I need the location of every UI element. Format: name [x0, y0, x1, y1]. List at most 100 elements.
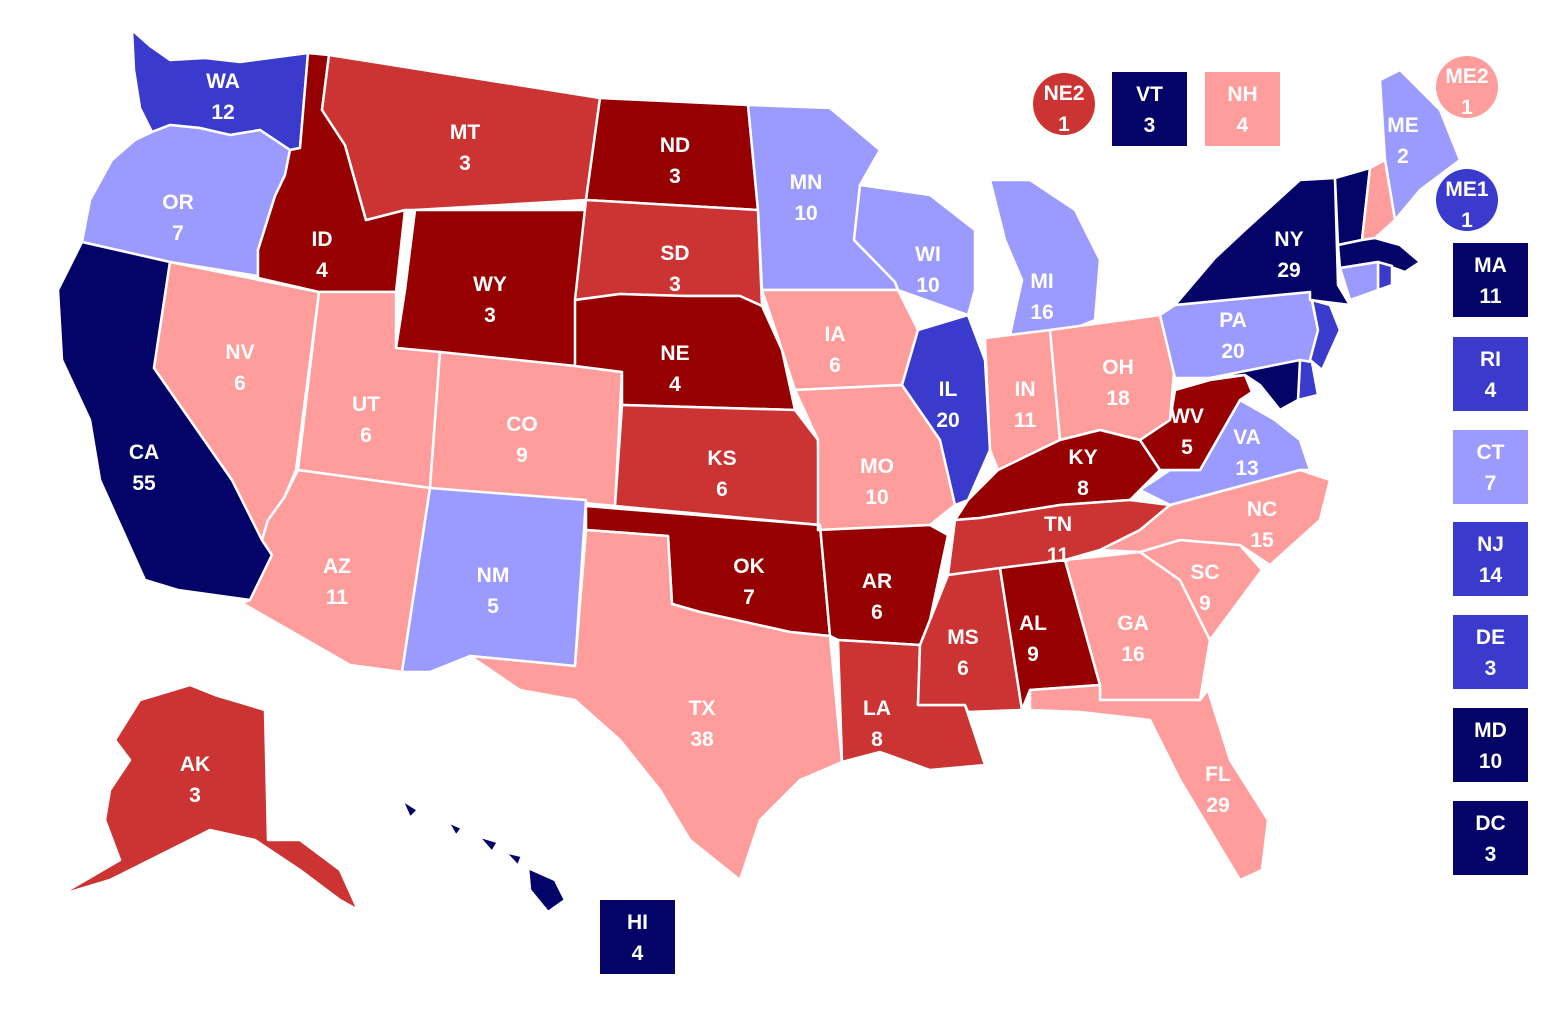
ev-box-label-ma-ev: 11 — [1479, 285, 1502, 308]
state-label-co-ev: 9 — [516, 444, 528, 467]
ev-box-label-nj-abbr: NJ — [1477, 533, 1504, 556]
state-label-ms-abbr: MS — [947, 626, 979, 649]
district-label-ne2-ev: 1 — [1058, 113, 1070, 136]
ev-box-label-de-ev: 3 — [1485, 657, 1497, 680]
district-ne2[interactable] — [1033, 73, 1095, 135]
state-wv[interactable] — [1138, 373, 1254, 472]
state-labels-layer: WA12OR7CA55NV6ID4MT3WY3UT6AZ11CO9NM5ND3S… — [129, 70, 1419, 817]
state-label-az-ev: 11 — [326, 586, 349, 609]
state-label-tn-ev: 11 — [1047, 544, 1070, 567]
ev-box-dc[interactable] — [1453, 801, 1528, 875]
state-label-va-ev: 13 — [1235, 457, 1258, 480]
ev-box-de[interactable] — [1453, 615, 1528, 689]
state-nc[interactable] — [1098, 468, 1332, 567]
state-label-oh-abbr: OH — [1102, 356, 1134, 379]
state-label-ar-ev: 6 — [871, 601, 883, 624]
state-label-nc-ev: 15 — [1250, 529, 1274, 552]
ev-box-nj[interactable] — [1453, 522, 1528, 596]
state-ny[interactable] — [1173, 176, 1352, 307]
state-label-ga-abbr: GA — [1117, 612, 1149, 635]
state-me[interactable] — [1378, 68, 1462, 222]
state-label-ne-abbr: NE — [660, 342, 689, 365]
state-md[interactable] — [1208, 358, 1302, 412]
state-label-sc-ev: 9 — [1199, 592, 1211, 615]
state-label-in-abbr: IN — [1015, 378, 1036, 401]
ev-box-label-vt-ev: 3 — [1144, 114, 1156, 137]
state-label-nd-ev: 3 — [669, 165, 681, 188]
state-label-or-abbr: OR — [162, 191, 194, 214]
state-label-id-abbr: ID — [312, 228, 333, 251]
ev-box-label-hi-abbr: HI — [627, 911, 648, 934]
state-label-nd-abbr: ND — [660, 134, 690, 157]
state-label-ny-ev: 29 — [1277, 259, 1300, 282]
district-me2[interactable] — [1436, 56, 1498, 118]
ev-box-label-hi-ev: 4 — [632, 942, 644, 965]
ev-box-hi[interactable] — [600, 900, 675, 974]
ev-box-label-vt-abbr: VT — [1136, 83, 1163, 106]
state-label-pa-ev: 20 — [1221, 340, 1244, 363]
ev-box-label-ct-abbr: CT — [1477, 441, 1505, 464]
district-me1[interactable] — [1436, 169, 1498, 231]
state-label-ca-abbr: CA — [129, 441, 159, 464]
state-label-wv-abbr: WV — [1170, 405, 1204, 428]
state-label-co-abbr: CO — [506, 413, 538, 436]
state-ct[interactable] — [1338, 260, 1380, 302]
state-label-fl-ev: 29 — [1206, 794, 1229, 817]
state-label-mt-ev: 3 — [459, 152, 471, 175]
state-label-ut-ev: 6 — [360, 424, 372, 447]
state-label-il-ev: 20 — [936, 409, 959, 432]
state-label-ca-ev: 55 — [132, 472, 156, 495]
state-label-ut-abbr: UT — [352, 393, 380, 416]
state-tx[interactable] — [468, 528, 844, 882]
state-ri[interactable] — [1376, 260, 1394, 292]
state-label-ny-abbr: NY — [1274, 228, 1303, 251]
state-label-in-ev: 11 — [1014, 409, 1037, 432]
ev-box-md[interactable] — [1453, 708, 1528, 782]
ev-box-label-ma-abbr: MA — [1474, 254, 1507, 277]
state-de[interactable] — [1296, 358, 1320, 402]
state-label-wy-abbr: WY — [473, 273, 507, 296]
ev-box-label-ct-ev: 7 — [1485, 472, 1497, 495]
state-ak[interactable] — [58, 683, 360, 912]
ev-box-nh[interactable] — [1205, 72, 1280, 146]
state-nh[interactable] — [1360, 158, 1397, 242]
state-label-al-abbr: AL — [1019, 612, 1047, 635]
ev-box-label-ri-abbr: RI — [1480, 348, 1501, 371]
state-label-wa-ev: 12 — [211, 101, 234, 124]
state-label-ak-abbr: AK — [180, 753, 210, 776]
state-nj[interactable] — [1308, 298, 1342, 372]
state-label-wv-ev: 5 — [1181, 436, 1193, 459]
state-label-me-ev: 2 — [1397, 145, 1409, 168]
state-label-nv-abbr: NV — [225, 341, 254, 364]
ev-box-label-md-abbr: MD — [1474, 719, 1507, 742]
district-label-me2-abbr: ME2 — [1445, 65, 1488, 88]
state-mi[interactable] — [988, 178, 1102, 337]
state-hi[interactable] — [400, 798, 567, 914]
district-label-me1-abbr: ME1 — [1445, 178, 1489, 201]
state-label-wa-abbr: WA — [206, 70, 240, 93]
state-label-nm-ev: 5 — [487, 595, 499, 618]
district-label-ne2-abbr: NE2 — [1044, 82, 1085, 105]
ev-box-label-ri-ev: 4 — [1485, 379, 1497, 402]
state-label-fl-abbr: FL — [1205, 763, 1231, 786]
state-label-mi-abbr: MI — [1030, 270, 1053, 293]
ev-box-ri[interactable] — [1453, 337, 1528, 411]
state-label-or-ev: 7 — [172, 222, 184, 245]
ev-box-vt[interactable] — [1112, 72, 1187, 146]
state-fl[interactable] — [1028, 683, 1270, 882]
state-boxes-layer: VT3NH4MA11RI4CT7NJ14DE3MD10DC3HI4NE21ME2… — [600, 56, 1528, 974]
state-label-ky-abbr: KY — [1068, 446, 1097, 469]
state-label-mo-ev: 10 — [865, 486, 888, 509]
ev-box-ma[interactable] — [1453, 243, 1528, 317]
state-label-va-abbr: VA — [1233, 426, 1261, 449]
state-label-ia-ev: 6 — [829, 354, 841, 377]
state-label-mo-abbr: MO — [860, 455, 894, 478]
state-label-ak-ev: 3 — [189, 784, 201, 807]
state-label-ar-abbr: AR — [862, 570, 892, 593]
state-label-al-ev: 9 — [1027, 643, 1039, 666]
state-label-nc-abbr: NC — [1247, 498, 1277, 521]
ev-box-ct[interactable] — [1453, 430, 1528, 504]
ev-box-label-dc-abbr: DC — [1475, 812, 1505, 835]
state-label-tx-abbr: TX — [689, 697, 716, 720]
